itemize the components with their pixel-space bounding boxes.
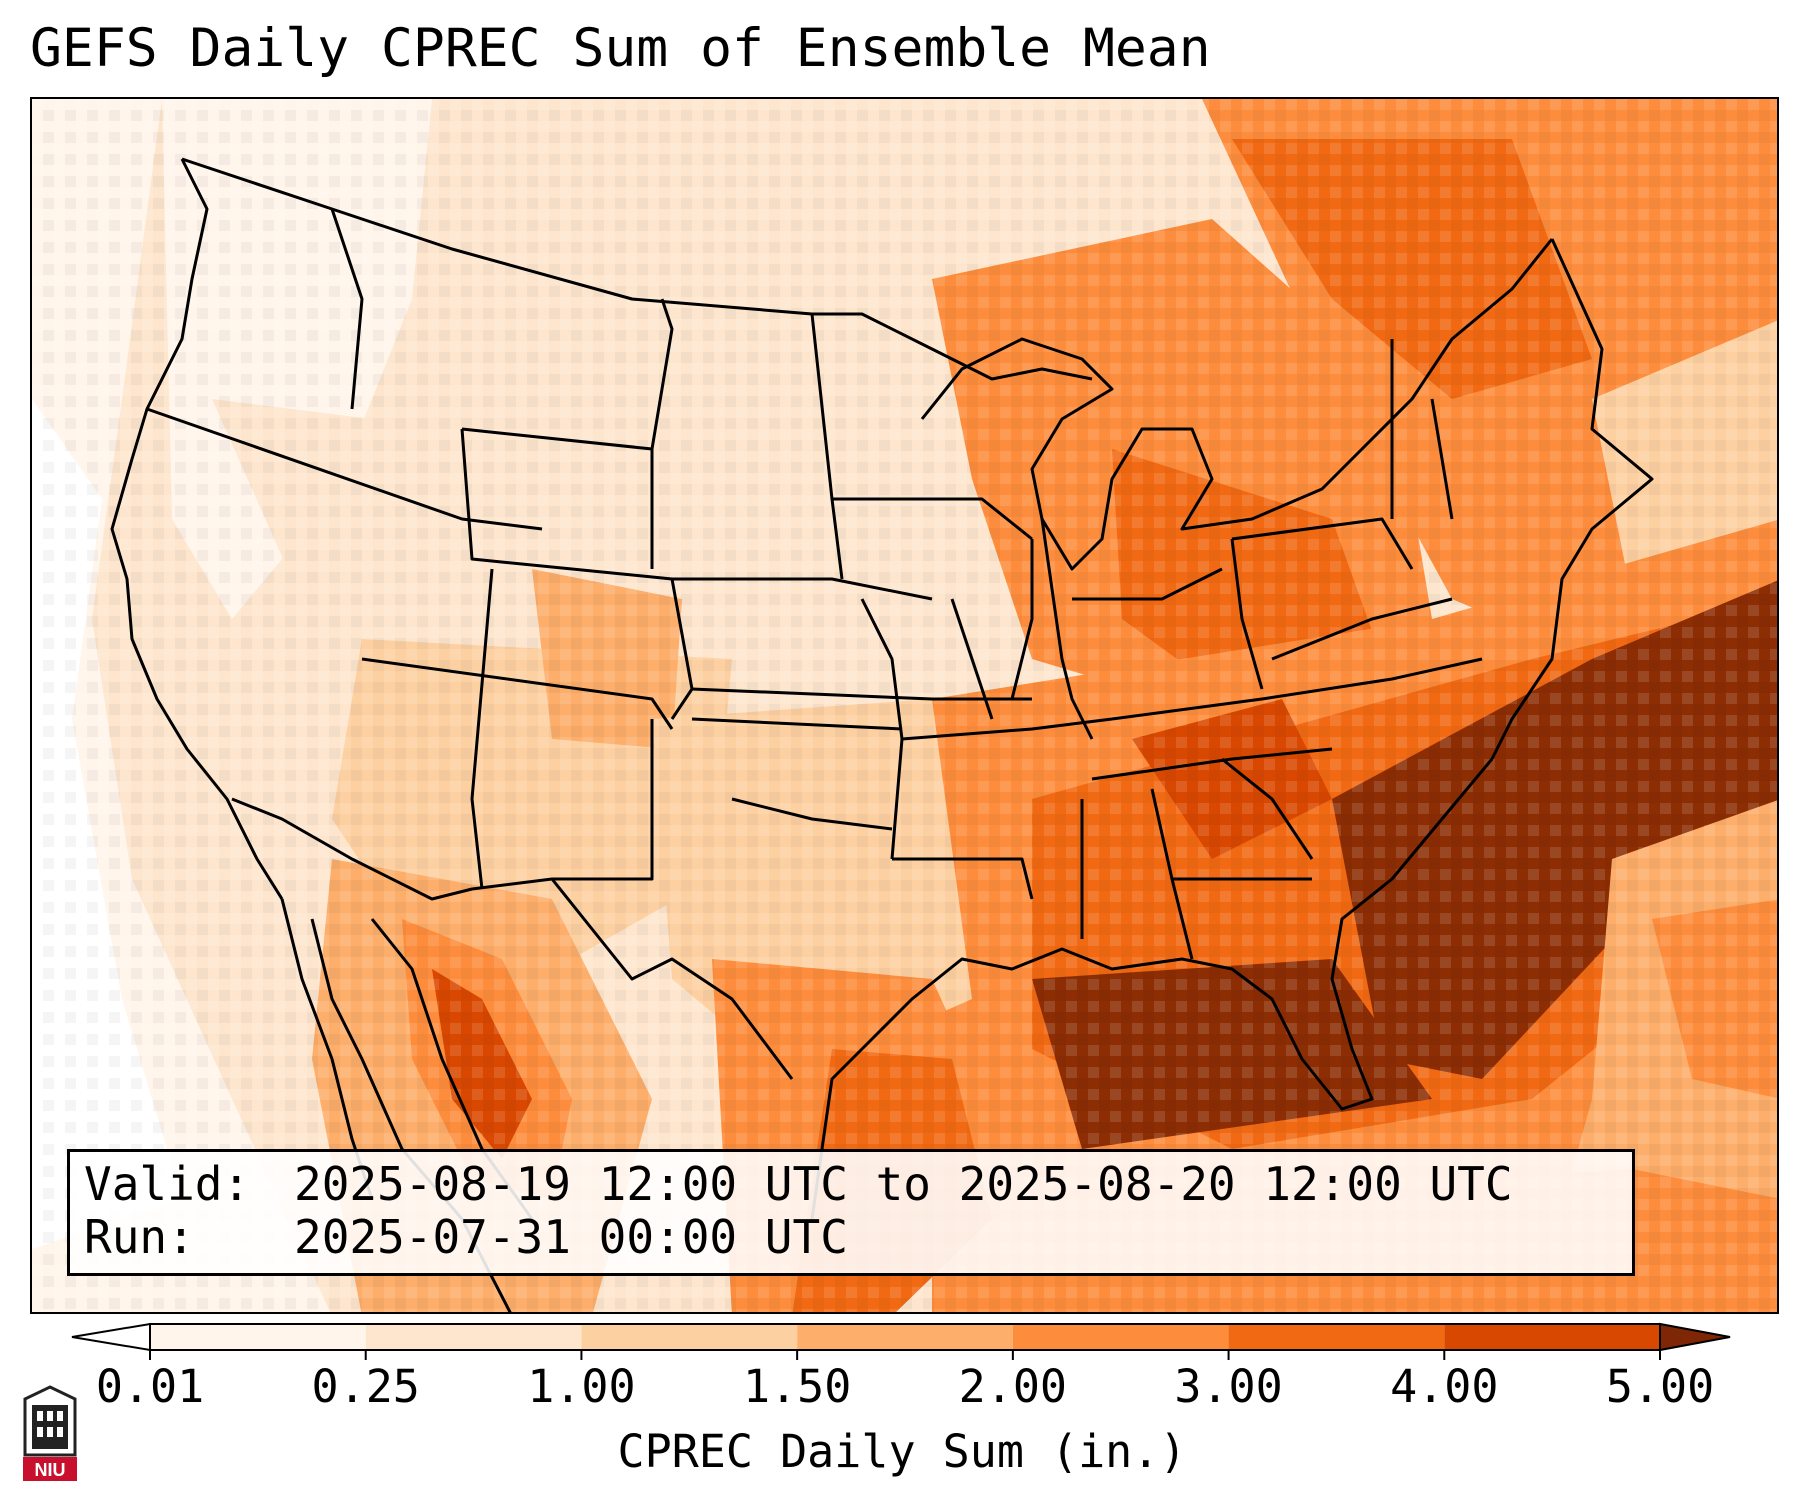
colorbar-tick-label: 1.00: [527, 1360, 636, 1413]
run-row: Run: 2025-07-31 00:00 UTC: [84, 1211, 1618, 1264]
colorbar-tick-label: 0.25: [311, 1360, 420, 1413]
colorbar-tick-label: 1.50: [742, 1360, 852, 1413]
boundaries: [110, 157, 1654, 1312]
run-key: Run:: [84, 1210, 195, 1264]
colorbar-segment: [581, 1324, 798, 1350]
map-canvas: [32, 99, 1777, 1312]
colorbar-segment: [797, 1324, 1013, 1350]
run-value: 2025-07-31 00:00 UTC: [294, 1210, 848, 1264]
colorbar-segment: [1444, 1324, 1660, 1350]
colorbar-label: CPREC Daily Sum (in.): [617, 1425, 1187, 1478]
chart-title: GEFS Daily CPREC Sum of Ensemble Mean: [30, 18, 1211, 79]
colorbar-tick-label: 2.00: [958, 1360, 1068, 1413]
colorbar-tick-label: 3.00: [1174, 1360, 1283, 1413]
colorbar-segment: [150, 1324, 366, 1350]
colorbar-frame: [149, 1323, 1661, 1351]
colorbar-tick-label: 0.01: [95, 1360, 205, 1413]
colorbar: [71, 1322, 1731, 1360]
logo-text: NIU: [35, 1460, 66, 1480]
niu-logo-icon: NIU: [23, 1385, 77, 1481]
colorbar-tick-label: 5.00: [1605, 1360, 1715, 1413]
valid-value: 2025-08-19 12:00 UTC to 2025-08-20 12:00…: [294, 1157, 1513, 1211]
colorbar-tick-label: 4.00: [1390, 1360, 1499, 1413]
colorbar-under-arrow: [71, 1322, 151, 1352]
colorbar-segment: [1228, 1324, 1445, 1350]
valid-key: Valid:: [84, 1157, 251, 1211]
colorbar-segment: [1012, 1324, 1229, 1350]
valid-run-box: Valid: 2025-08-19 12:00 UTC to 2025-08-2…: [67, 1149, 1635, 1276]
precip-map: [30, 97, 1779, 1314]
colorbar-over-arrow: [1659, 1322, 1731, 1352]
colorbar-segment: [365, 1324, 582, 1350]
valid-row: Valid: 2025-08-19 12:00 UTC to 2025-08-2…: [84, 1158, 1618, 1211]
